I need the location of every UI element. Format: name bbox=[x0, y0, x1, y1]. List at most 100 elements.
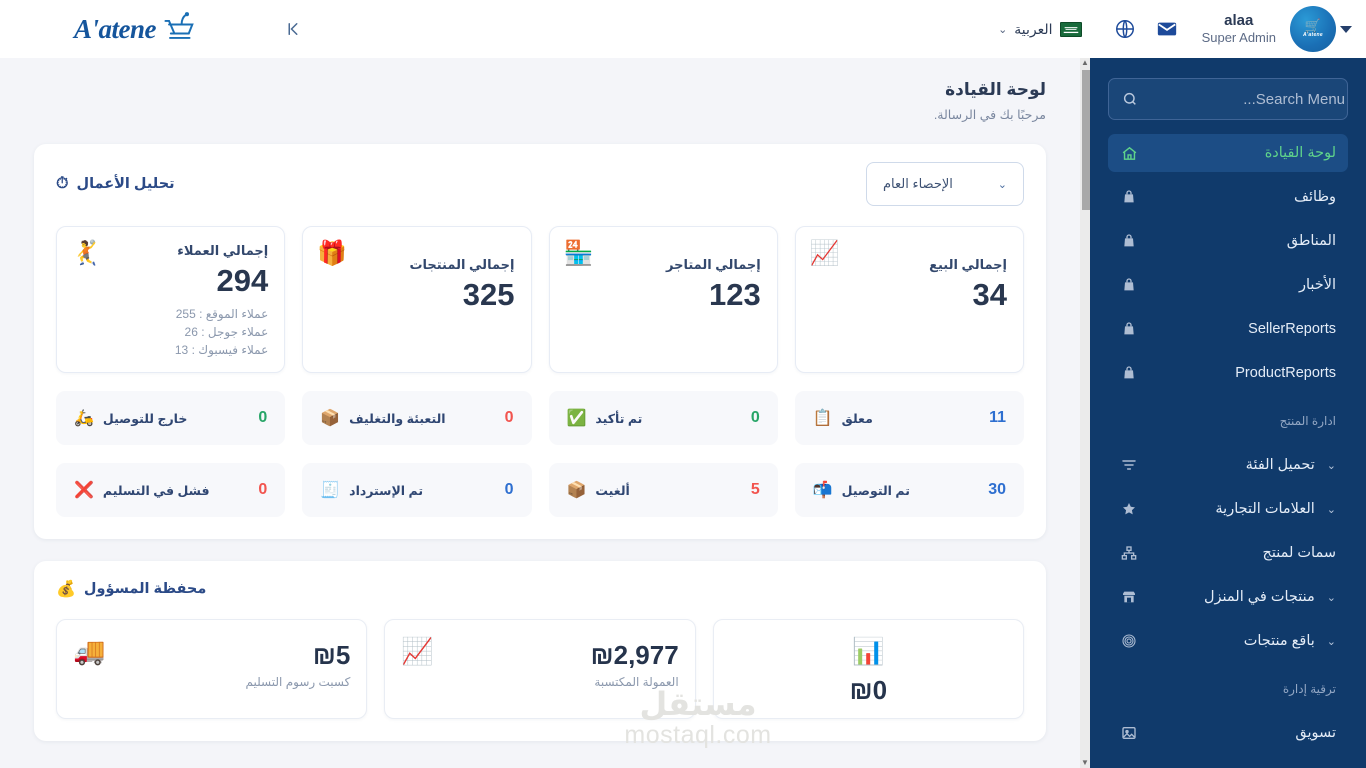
sidebar-item-label: SellerReports bbox=[1248, 321, 1336, 337]
top-bar: 🛒 A'atene alaa Super Admin bbox=[0, 0, 1366, 58]
stat-card-total-sales[interactable]: 📈 إجمالي البيع 34 bbox=[794, 226, 1024, 373]
delivery-truck-icon: 🛵 bbox=[74, 410, 94, 427]
sidebar-item-jobs[interactable]: وظائف bbox=[1108, 178, 1348, 216]
store-icon: 🏪 bbox=[563, 240, 594, 267]
status-label: ألغيت bbox=[595, 483, 630, 498]
delivered-box-icon: 📬 bbox=[812, 482, 833, 499]
sidebar-nav-main: لوحة القيادة وظائف المناطق bbox=[1090, 126, 1366, 392]
sidebar-item-news[interactable]: الأخبار bbox=[1108, 266, 1348, 304]
package-icon: 📦 bbox=[320, 410, 341, 427]
chevron-down-icon[interactable]: ⌄ bbox=[1326, 503, 1336, 516]
user-menu-caret-icon[interactable] bbox=[1340, 25, 1352, 33]
stat-value: 34 bbox=[972, 277, 1007, 312]
sidebar-item-brands[interactable]: العلامات التجارية ⌄ bbox=[1108, 490, 1348, 528]
brand-name: A'atene bbox=[74, 13, 157, 44]
scroll-down-arrow-icon[interactable]: ▼ bbox=[1081, 758, 1089, 767]
sitemap-icon bbox=[1120, 544, 1138, 562]
scrollbar-thumb[interactable] bbox=[1082, 70, 1090, 210]
status-card-out-for-delivery[interactable]: 🛵 خارج للتوصيل 0 bbox=[56, 391, 286, 445]
wallet-value: ₪0 bbox=[849, 675, 888, 705]
home-icon bbox=[1120, 144, 1138, 162]
page-title: لوحة القيادة bbox=[945, 80, 1046, 99]
brand-logo[interactable]: A'atene bbox=[0, 0, 270, 58]
scroll-up-arrow-icon[interactable]: ▲ bbox=[1081, 58, 1089, 67]
chevron-down-icon[interactable]: ⌄ bbox=[1326, 459, 1336, 472]
sidebar-item-product-attributes[interactable]: سمات لمنتج bbox=[1108, 534, 1348, 572]
sidebar-item-seller-reports[interactable]: SellerReports bbox=[1108, 310, 1348, 348]
bag-icon bbox=[1120, 320, 1138, 338]
sidebar-item-label: تسويق bbox=[1295, 725, 1336, 741]
status-card-pending[interactable]: 📋 معلق 11 bbox=[794, 391, 1024, 445]
status-label: تم التوصيل bbox=[841, 483, 910, 498]
status-label: فشل في التسليم bbox=[102, 483, 210, 498]
stat-value: 325 bbox=[462, 277, 515, 312]
coin-growth-icon: 📈 bbox=[401, 636, 434, 666]
sidebar: لوحة القيادة وظائف المناطق bbox=[1090, 58, 1366, 768]
mail-icon[interactable] bbox=[1154, 16, 1180, 42]
stat-label: إجمالي المنتجات bbox=[409, 257, 515, 272]
status-left: 📦 ألغيت bbox=[567, 480, 630, 500]
avatar-brand-label: A'atene bbox=[1303, 32, 1323, 38]
sidebar-search-wrapper bbox=[1090, 58, 1366, 126]
business-analysis-panel: ⏱ تحليل الأعمال الإحصاء العام ⌄ 📈 إجمالي… bbox=[34, 144, 1046, 539]
order-status-row-1: 📋 معلق 11 ✅ تم تأكيد 0 📦 التعبئة والتغلي… bbox=[56, 391, 1024, 445]
sidebar-collapse-button[interactable] bbox=[276, 12, 310, 46]
order-status-row-2: 📬 تم التوصيل 30 📦 ألغيت 5 🧾 تم الإسترداد… bbox=[56, 463, 1024, 517]
sidebar-item-marketing[interactable]: تسويق bbox=[1108, 714, 1348, 752]
globe-icon[interactable] bbox=[1112, 16, 1138, 42]
status-left: 🧾 تم الإسترداد bbox=[320, 480, 423, 500]
stat-card-total-products[interactable]: 🎁 إجمالي المنتجات 325 bbox=[302, 226, 532, 373]
status-card-refunded[interactable]: 🧾 تم الإسترداد 0 bbox=[302, 463, 532, 517]
status-card-cancelled[interactable]: 📦 ألغيت 5 bbox=[548, 463, 778, 517]
stat-breakdown-site: عملاء الموقع : 255 bbox=[175, 307, 269, 321]
search-input[interactable] bbox=[1146, 90, 1345, 108]
wallet-icon: 💰 bbox=[56, 581, 76, 598]
stat-card-total-customers[interactable]: 🤾 إجمالي العملاء 294 عملاء الموقع : 255 … bbox=[56, 226, 286, 373]
saudi-flag-icon bbox=[1059, 21, 1082, 37]
refund-icon: 🧾 bbox=[320, 482, 341, 499]
bag-icon bbox=[1120, 276, 1138, 294]
sidebar-item-product-reports[interactable]: ProductReports bbox=[1108, 354, 1348, 392]
status-card-failed-delivery[interactable]: ❌ فشل في التسليم 0 bbox=[56, 463, 286, 517]
sales-growth-icon: 📈 bbox=[809, 240, 840, 267]
growth-chart-icon: 📊 bbox=[852, 636, 885, 666]
sidebar-section-promotion-management: ترقية إدارة bbox=[1282, 682, 1336, 696]
wallet-card-balance[interactable]: 📊 ₪0 bbox=[712, 619, 1024, 719]
sidebar-item-home-products[interactable]: منتجات في المنزل ⌄ bbox=[1108, 578, 1348, 616]
sidebar-scrollbar[interactable]: ▲ ▼ bbox=[1080, 58, 1090, 768]
chevron-down-icon[interactable]: ⌄ bbox=[1326, 591, 1336, 604]
wallet-card-commission-earned[interactable]: 📈 ₪2,977 العمولة المكتسبة bbox=[384, 619, 696, 719]
star-icon bbox=[1120, 500, 1138, 518]
statistics-period-select[interactable]: الإحصاء العام ⌄ bbox=[866, 162, 1024, 206]
stat-breakdown: عملاء الموقع : 255 عملاء جوجل : 26 عملاء… bbox=[73, 305, 268, 359]
wallet-card-delivery-fee-earned[interactable]: 🚚 ₪5 كسبت رسوم التسليم bbox=[56, 619, 368, 719]
customers-icon: 🤾 bbox=[71, 240, 101, 267]
sidebar-item-seller-products[interactable]: باقع منتجات ⌄ bbox=[1108, 622, 1348, 660]
avatar[interactable]: 🛒 A'atene bbox=[1290, 6, 1336, 52]
sidebar-item-dashboard[interactable]: لوحة القيادة bbox=[1108, 134, 1348, 172]
stat-label: إجمالي المتاجر bbox=[665, 257, 761, 272]
analytics-clock-icon: ⏱ bbox=[56, 175, 69, 192]
status-card-confirmed[interactable]: ✅ تم تأكيد 0 bbox=[548, 391, 778, 445]
sidebar-item-areas[interactable]: المناطق bbox=[1108, 222, 1348, 260]
chevron-down-icon[interactable]: ⌄ bbox=[1326, 635, 1336, 648]
avatar-cart-icon: 🛒 bbox=[1304, 18, 1322, 33]
page-subtitle: مرحبًا بك في الرسالة. bbox=[933, 108, 1046, 122]
language-selector[interactable]: العربية ⌄ bbox=[998, 20, 1082, 38]
stat-value: 294 bbox=[216, 263, 269, 298]
user-role: Super Admin bbox=[1201, 30, 1276, 45]
language-label: العربية bbox=[1014, 20, 1053, 37]
status-card-delivered[interactable]: 📬 تم التوصيل 30 bbox=[794, 463, 1024, 517]
chevron-down-icon: ⌄ bbox=[997, 178, 1007, 191]
search-box[interactable] bbox=[1108, 78, 1348, 120]
sidebar-item-label: تحميل الفئة bbox=[1245, 457, 1315, 473]
stat-breakdown-google: عملاء جوجل : 26 bbox=[184, 325, 269, 339]
user-info: alaa Super Admin bbox=[1202, 12, 1276, 46]
sidebar-item-label: سمات لمنتج bbox=[1262, 545, 1336, 561]
status-card-packaging[interactable]: 📦 التعبئة والتغليف 0 bbox=[302, 391, 532, 445]
bag-icon bbox=[1120, 188, 1138, 206]
sidebar-nav-product: تحميل الفئة ⌄ العلامات التجارية ⌄ سمات ل… bbox=[1090, 438, 1366, 660]
sidebar-item-category-upload[interactable]: تحميل الفئة ⌄ bbox=[1108, 446, 1348, 484]
stat-card-total-stores[interactable]: 🏪 إجمالي المتاجر 123 bbox=[548, 226, 778, 373]
fingerprint-icon bbox=[1120, 632, 1138, 650]
